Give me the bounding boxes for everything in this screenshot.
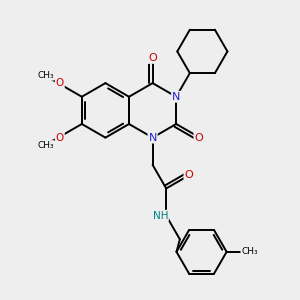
Text: O: O	[148, 53, 157, 63]
Text: O: O	[56, 133, 64, 142]
Text: CH₃: CH₃	[37, 71, 54, 80]
Text: CH₃: CH₃	[37, 141, 54, 150]
Text: O: O	[194, 133, 203, 142]
Text: N: N	[148, 133, 157, 142]
Text: CH₃: CH₃	[241, 247, 258, 256]
Text: O: O	[184, 170, 193, 180]
Text: NH: NH	[152, 211, 168, 221]
Text: N: N	[172, 92, 180, 102]
Text: O: O	[56, 78, 64, 88]
